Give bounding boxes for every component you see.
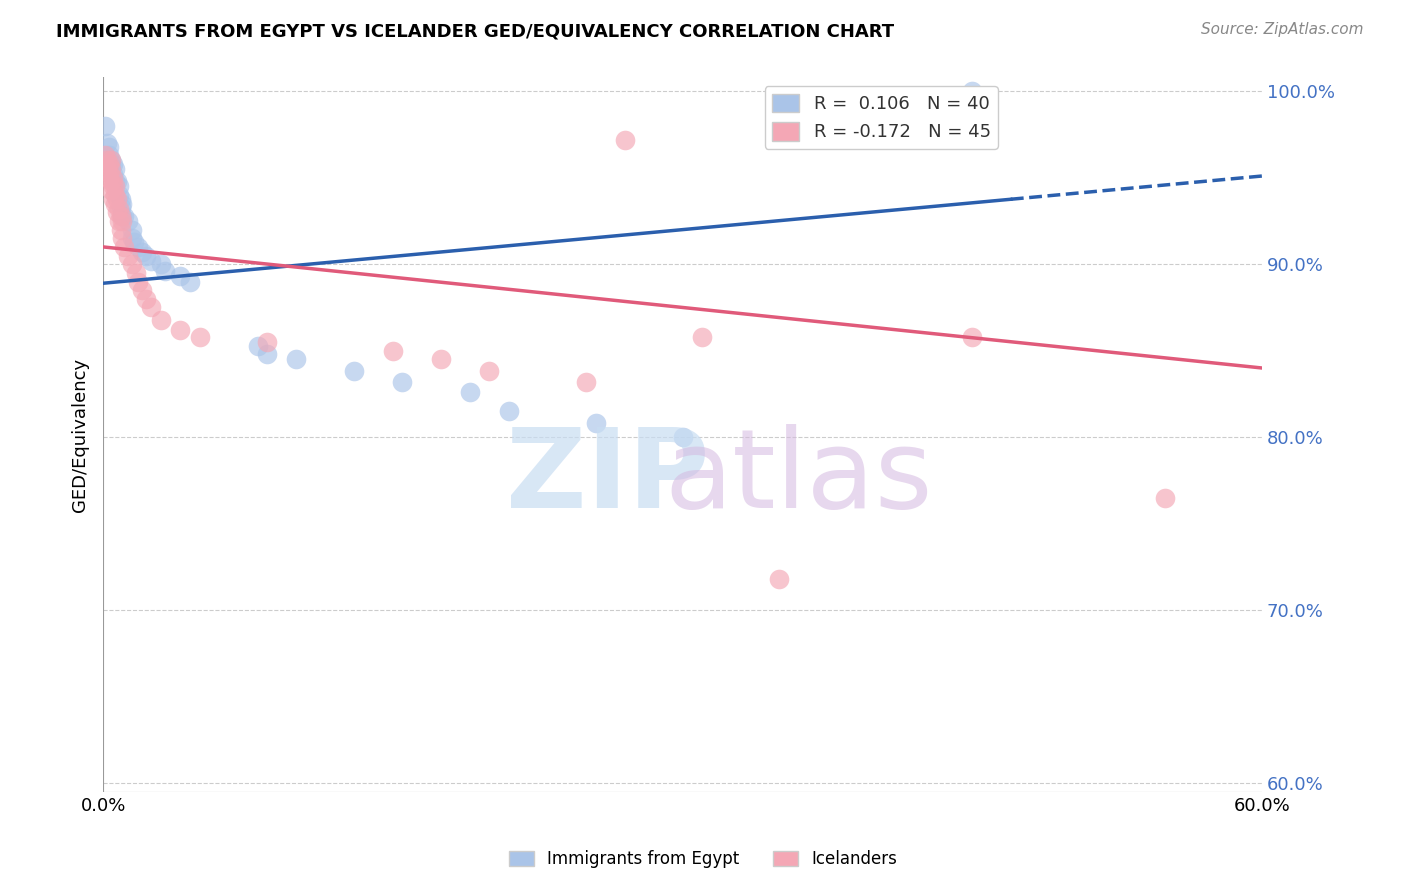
Point: [94, 119, 117, 133]
Point: [121, 222, 143, 236]
Point: [100, 162, 122, 177]
Point: [97, 148, 120, 162]
Point: [585, 417, 607, 431]
Point: [179, 275, 201, 289]
Point: [100, 153, 122, 168]
Point: [169, 323, 191, 337]
Point: [100, 153, 122, 168]
Point: [391, 375, 413, 389]
Point: [105, 205, 128, 219]
Text: atlas: atlas: [664, 424, 932, 531]
Point: [100, 174, 122, 188]
Point: [110, 209, 132, 223]
Point: [105, 192, 128, 206]
Legend: Immigrants from Egypt, Icelanders: Immigrants from Egypt, Icelanders: [502, 844, 904, 875]
Point: [117, 214, 139, 228]
Point: [458, 385, 481, 400]
Text: IMMIGRANTS FROM EGYPT VS ICELANDER GED/EQUIVALENCY CORRELATION CHART: IMMIGRANTS FROM EGYPT VS ICELANDER GED/E…: [56, 22, 894, 40]
Point: [121, 257, 143, 271]
Point: [150, 257, 173, 271]
Point: [141, 301, 163, 315]
Point: [101, 167, 124, 181]
Point: [135, 249, 157, 263]
Point: [101, 179, 124, 194]
Point: [97, 170, 120, 185]
Point: [430, 352, 453, 367]
Point: [97, 165, 120, 179]
Point: [96, 162, 118, 177]
Point: [96, 136, 118, 150]
Y-axis label: GED/Equivalency: GED/Equivalency: [72, 358, 89, 512]
Point: [104, 174, 127, 188]
Point: [104, 188, 127, 202]
Point: [111, 196, 134, 211]
Point: [135, 292, 157, 306]
Point: [101, 192, 124, 206]
Point: [121, 231, 143, 245]
Point: [100, 183, 122, 197]
Point: [671, 430, 693, 444]
Point: [111, 231, 134, 245]
Point: [110, 222, 132, 236]
Point: [117, 249, 139, 263]
Point: [104, 162, 127, 177]
Point: [575, 375, 598, 389]
Point: [125, 266, 148, 280]
Point: [285, 352, 308, 367]
Point: [768, 572, 790, 586]
Point: [104, 179, 127, 194]
Point: [110, 200, 132, 214]
Point: [101, 157, 124, 171]
Point: [107, 202, 129, 216]
Point: [960, 84, 983, 98]
Point: [111, 214, 134, 228]
Point: [169, 269, 191, 284]
Point: [104, 196, 127, 211]
Point: [478, 364, 501, 378]
Point: [127, 275, 149, 289]
Text: Source: ZipAtlas.com: Source: ZipAtlas.com: [1201, 22, 1364, 37]
Point: [960, 330, 983, 344]
Point: [107, 214, 129, 228]
Point: [131, 283, 153, 297]
Point: [343, 364, 366, 378]
Point: [127, 240, 149, 254]
Point: [131, 245, 153, 260]
Point: [381, 343, 404, 358]
Point: [141, 253, 163, 268]
Point: [100, 159, 122, 173]
Point: [690, 330, 713, 344]
Point: [107, 179, 129, 194]
Point: [613, 133, 636, 147]
Point: [1154, 491, 1177, 505]
Point: [107, 188, 129, 202]
Point: [153, 264, 176, 278]
Text: ZIP: ZIP: [506, 424, 709, 531]
Point: [150, 312, 173, 326]
Legend: R =  0.106   N = 40, R = -0.172   N = 45: R = 0.106 N = 40, R = -0.172 N = 45: [765, 87, 998, 149]
Point: [110, 192, 132, 206]
Point: [256, 334, 278, 349]
Point: [97, 139, 120, 153]
Point: [105, 174, 128, 188]
Point: [112, 240, 135, 254]
Point: [96, 153, 118, 168]
Point: [188, 330, 211, 344]
Point: [246, 338, 269, 352]
Point: [101, 170, 124, 185]
Point: [112, 209, 135, 223]
Point: [498, 404, 520, 418]
Point: [256, 347, 278, 361]
Point: [94, 148, 117, 162]
Point: [111, 209, 134, 223]
Point: [97, 157, 120, 171]
Point: [122, 235, 145, 249]
